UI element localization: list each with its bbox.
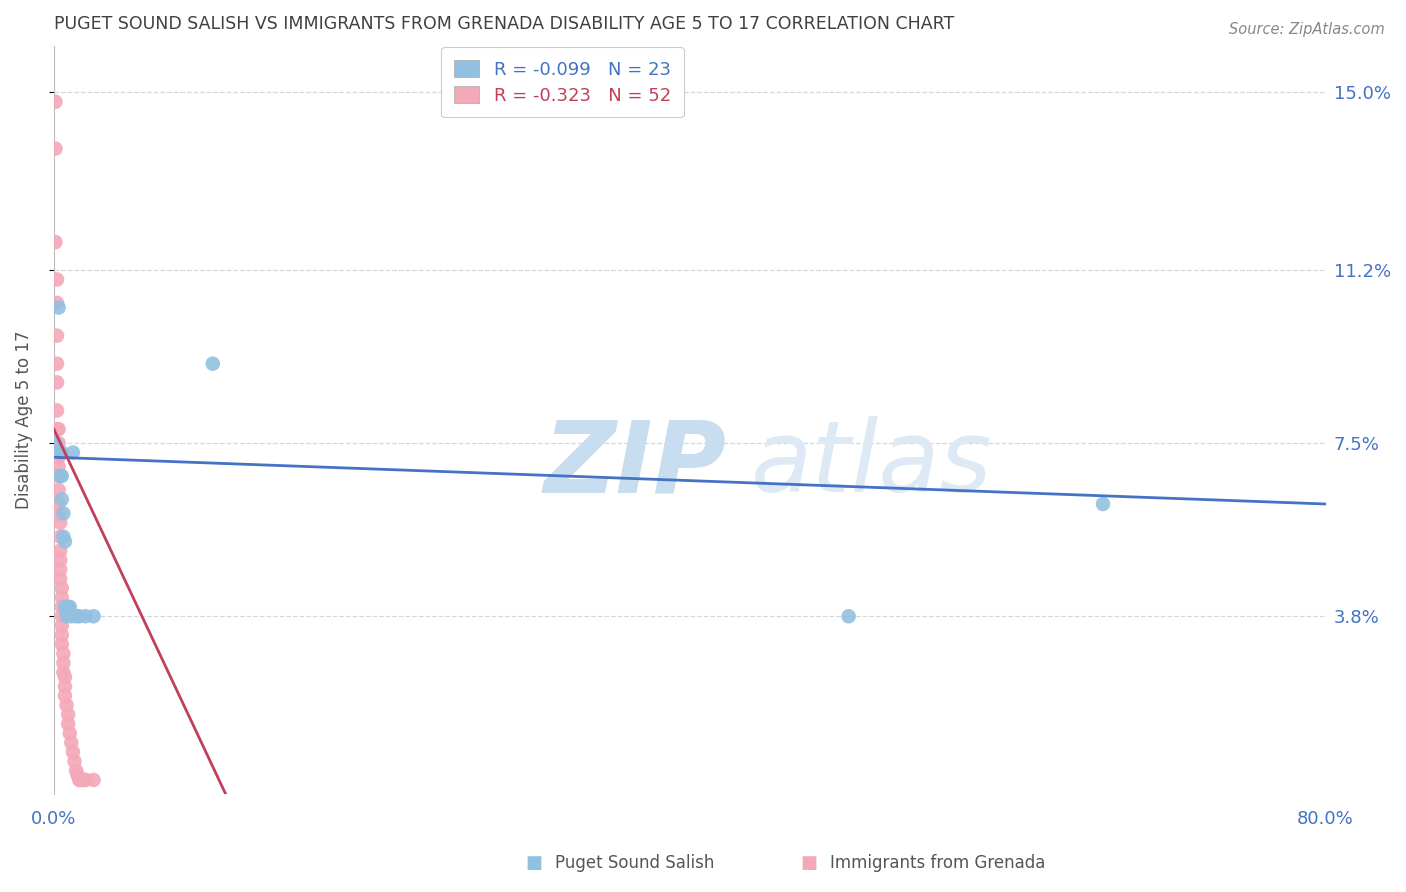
- Point: [67, 772, 90, 787]
- Point: [46, 296, 69, 310]
- Point: [49, 530, 72, 544]
- Point: [46, 403, 69, 417]
- Point: [48, 497, 70, 511]
- Point: [59, 599, 82, 614]
- Point: [46, 422, 69, 436]
- Point: [60, 735, 83, 749]
- Point: [51, 637, 73, 651]
- Point: [201, 357, 224, 371]
- Point: [56, 716, 79, 731]
- Point: [51, 599, 73, 614]
- Point: [55, 698, 77, 712]
- Point: [46, 272, 69, 286]
- Text: PUGET SOUND SALISH VS IMMIGRANTS FROM GRENADA DISABILITY AGE 5 TO 17 CORRELATION: PUGET SOUND SALISH VS IMMIGRANTS FROM GR…: [53, 15, 955, 33]
- Point: [52, 530, 75, 544]
- Point: [49, 543, 72, 558]
- Point: [53, 670, 76, 684]
- Point: [46, 357, 69, 371]
- Point: [56, 599, 79, 614]
- Point: [46, 328, 69, 343]
- Point: [53, 680, 76, 694]
- Text: ZIP: ZIP: [544, 417, 727, 513]
- Point: [44, 235, 66, 249]
- Point: [51, 492, 73, 507]
- Point: [48, 483, 70, 497]
- Point: [52, 507, 75, 521]
- Point: [46, 376, 69, 390]
- Point: [44, 142, 66, 156]
- Point: [53, 599, 76, 614]
- Text: atlas: atlas: [751, 417, 993, 513]
- Point: [44, 95, 66, 109]
- Text: Source: ZipAtlas.com: Source: ZipAtlas.com: [1229, 22, 1385, 37]
- Point: [48, 469, 70, 483]
- Point: [49, 572, 72, 586]
- Point: [48, 301, 70, 315]
- Text: ■: ■: [526, 854, 543, 871]
- Point: [48, 450, 70, 465]
- Point: [72, 772, 94, 787]
- Point: [55, 609, 77, 624]
- Legend: R = -0.099   N = 23, R = -0.323   N = 52: R = -0.099 N = 23, R = -0.323 N = 52: [441, 47, 683, 118]
- Point: [70, 772, 93, 787]
- Point: [48, 436, 70, 450]
- Point: [49, 553, 72, 567]
- Point: [75, 609, 97, 624]
- Text: Puget Sound Salish: Puget Sound Salish: [555, 854, 714, 871]
- Point: [49, 469, 72, 483]
- Point: [52, 647, 75, 661]
- Point: [53, 534, 76, 549]
- Point: [51, 609, 73, 624]
- Point: [75, 772, 97, 787]
- Point: [51, 469, 73, 483]
- Point: [56, 707, 79, 722]
- Point: [52, 656, 75, 670]
- Point: [1091, 497, 1114, 511]
- Point: [65, 609, 87, 624]
- Point: [49, 516, 72, 530]
- Point: [63, 754, 86, 768]
- Point: [83, 772, 105, 787]
- Point: [51, 628, 73, 642]
- Point: [67, 609, 90, 624]
- Point: [51, 618, 73, 632]
- Point: [49, 562, 72, 576]
- Point: [51, 591, 73, 605]
- Point: [48, 507, 70, 521]
- Point: [83, 609, 105, 624]
- Y-axis label: Disability Age 5 to 17: Disability Age 5 to 17: [15, 331, 32, 509]
- Point: [51, 445, 73, 459]
- Point: [53, 689, 76, 703]
- Point: [65, 764, 87, 778]
- Point: [60, 609, 83, 624]
- Point: [51, 581, 73, 595]
- Point: [66, 768, 89, 782]
- Point: [49, 445, 72, 459]
- Point: [62, 445, 84, 459]
- Point: [52, 665, 75, 680]
- Point: [73, 772, 96, 787]
- Point: [48, 459, 70, 474]
- Point: [48, 422, 70, 436]
- Point: [838, 609, 860, 624]
- Text: Immigrants from Grenada: Immigrants from Grenada: [830, 854, 1045, 871]
- Point: [59, 726, 82, 740]
- Point: [62, 745, 84, 759]
- Text: ■: ■: [800, 854, 817, 871]
- Point: [44, 436, 66, 450]
